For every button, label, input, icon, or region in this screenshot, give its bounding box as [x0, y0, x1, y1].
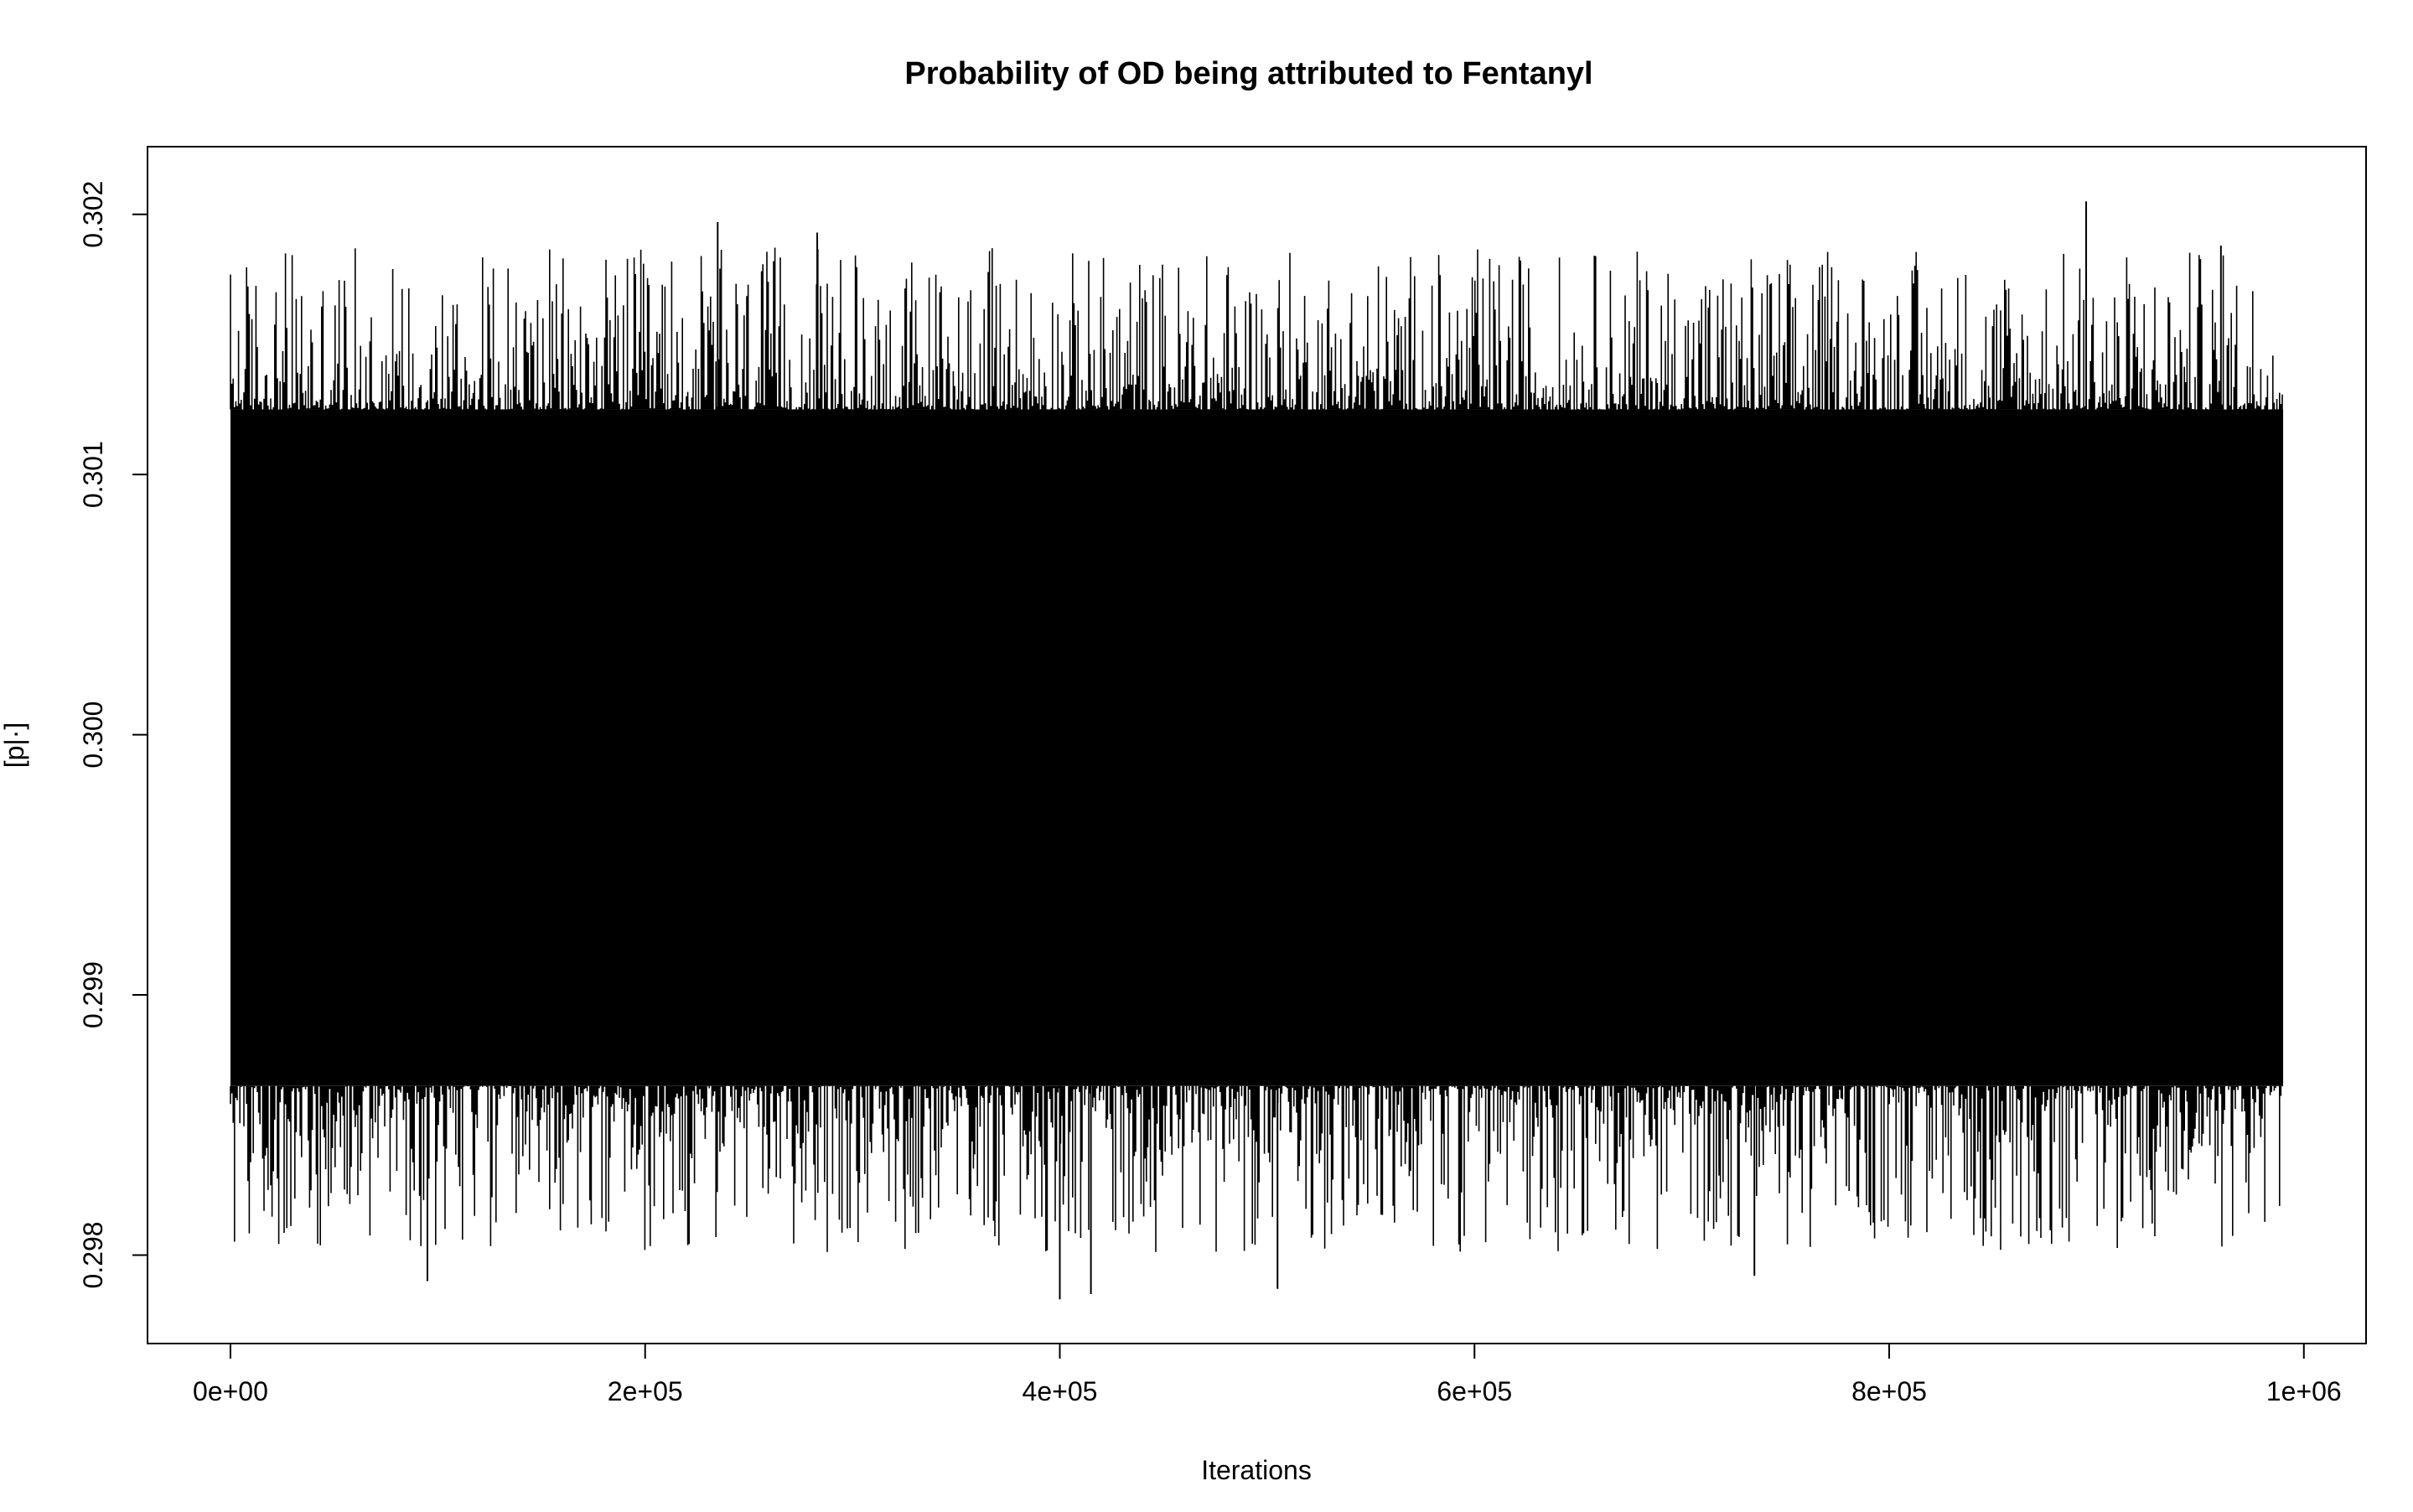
- x-axis-label: Iterations: [1201, 1455, 1312, 1485]
- y-tick-label: 0.300: [78, 702, 108, 769]
- y-tick-label: 0.302: [78, 181, 108, 248]
- y-axis: 0.298 0.299 0.300 0.301 0.302: [78, 181, 148, 1288]
- x-tick-label: 2e+05: [608, 1376, 683, 1406]
- y-tick-label: 0.299: [78, 961, 108, 1028]
- trace-core-band: [230, 409, 2284, 1086]
- y-axis-label: [p|·]: [0, 722, 29, 769]
- y-tick-label: 0.301: [78, 441, 108, 508]
- chart-title: Probability of OD being attributed to Fe…: [904, 56, 1592, 91]
- x-tick-label: 4e+05: [1023, 1376, 1098, 1406]
- x-tick-label: 6e+05: [1437, 1376, 1512, 1406]
- y-tick-label: 0.298: [78, 1221, 108, 1288]
- x-tick-label: 0e+00: [193, 1376, 268, 1406]
- x-tick-label: 1e+06: [2266, 1376, 2342, 1406]
- x-tick-label: 8e+05: [1851, 1376, 1927, 1406]
- trace-layer: [230, 201, 2284, 1300]
- x-axis: 0e+00 2e+05 4e+05 6e+05 8e+05 1e+06: [193, 1343, 2342, 1406]
